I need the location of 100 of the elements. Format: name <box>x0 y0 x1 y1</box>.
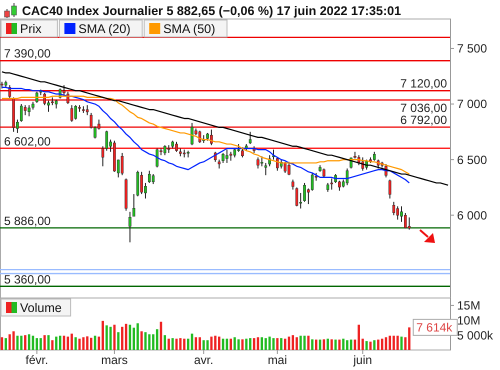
bar <box>102 320 104 350</box>
bar <box>284 338 286 350</box>
bar <box>260 337 264 350</box>
candlestick <box>62 84 66 96</box>
bar <box>307 336 310 350</box>
y-tick-label: 6 500 <box>457 152 488 167</box>
candlestick <box>310 172 314 192</box>
bar <box>194 337 198 350</box>
candlestick <box>140 171 143 195</box>
bar <box>218 336 220 350</box>
candlestick <box>330 178 334 190</box>
bar <box>380 338 384 350</box>
candlestick <box>388 179 392 200</box>
bar <box>28 334 30 350</box>
bar <box>373 340 376 350</box>
ref-line-label: 5 360,00 <box>4 272 52 286</box>
bar <box>249 338 252 350</box>
candlestick <box>175 141 178 152</box>
bar <box>280 338 282 350</box>
candlestick <box>396 206 399 220</box>
candlestick <box>210 129 213 146</box>
bar <box>148 334 151 350</box>
bar <box>311 339 314 350</box>
y-tick-label: 6 000 <box>457 208 488 222</box>
candlestick <box>128 211 132 243</box>
candlestick <box>256 156 260 170</box>
chart-title: CAC40 Index Journalier 5 882,65 (−0,06 %) 17 juin 2022 17:35:01 <box>22 4 402 18</box>
ref-line-label: 6 792,00 <box>400 113 448 128</box>
candlestick <box>222 152 224 164</box>
candlestick <box>190 122 194 146</box>
candlestick <box>288 161 290 176</box>
candlestick <box>70 104 74 122</box>
bar <box>264 338 267 350</box>
bar <box>86 336 88 350</box>
y-tick-label: 5 000k <box>457 328 494 342</box>
bar <box>202 340 205 350</box>
x-tick-label: févr. <box>26 353 48 367</box>
bar <box>106 325 108 350</box>
candlestick <box>346 168 349 186</box>
bar <box>392 336 395 350</box>
bar <box>168 338 170 350</box>
bar <box>132 328 135 350</box>
bar <box>82 337 85 350</box>
candlestick <box>226 149 228 164</box>
line-series <box>1 86 410 184</box>
candlestick <box>164 144 166 156</box>
candlestick <box>43 92 46 106</box>
bar <box>358 324 360 350</box>
bar <box>43 335 46 350</box>
bar <box>66 336 70 350</box>
bar <box>40 338 42 350</box>
bar <box>252 338 256 350</box>
candlestick <box>86 104 89 116</box>
bar <box>121 326 124 350</box>
candlestick <box>408 216 411 230</box>
candlestick <box>295 186 298 207</box>
candlestick <box>299 192 302 210</box>
bar <box>388 336 392 350</box>
bar <box>36 338 38 350</box>
bar <box>198 337 201 350</box>
bar <box>245 338 248 350</box>
x-tick-label: avr. <box>194 353 214 367</box>
ref-line-label: 7 120,00 <box>400 76 448 91</box>
candlestick <box>74 104 78 120</box>
x-tick-label: juin <box>352 353 372 367</box>
bar <box>214 336 216 350</box>
candlestick <box>156 148 158 168</box>
x-tick-label: mars <box>101 353 128 367</box>
ref-line-label: 7 390,00 <box>4 46 52 61</box>
bar <box>8 334 11 350</box>
bar <box>276 338 279 350</box>
bar <box>342 338 344 350</box>
bar <box>326 338 329 350</box>
candlestick <box>148 170 151 184</box>
annotation: 7 614k <box>416 320 454 335</box>
bar <box>90 338 92 350</box>
candlestick <box>248 131 252 145</box>
bar <box>230 338 232 350</box>
bar <box>140 331 143 350</box>
bar <box>171 338 174 350</box>
bar <box>296 337 298 350</box>
candlestick <box>20 104 23 122</box>
legend-label: SMA (20) <box>78 22 131 36</box>
bar <box>268 336 271 350</box>
candlestick <box>404 212 407 230</box>
candlestick <box>152 174 155 185</box>
line-series <box>1 71 449 186</box>
bar <box>24 335 26 350</box>
ref-line-label: 7 036,00 <box>400 101 448 116</box>
bar <box>179 338 182 350</box>
legend-label: Volume <box>20 301 62 315</box>
bar <box>51 340 54 350</box>
bar <box>117 332 120 350</box>
bar <box>156 329 158 350</box>
ref-line-label: 6 602,00 <box>4 134 52 148</box>
bar <box>183 338 186 350</box>
bar <box>234 337 236 350</box>
bar <box>330 339 333 350</box>
bar <box>4 338 7 350</box>
bar <box>136 323 139 350</box>
